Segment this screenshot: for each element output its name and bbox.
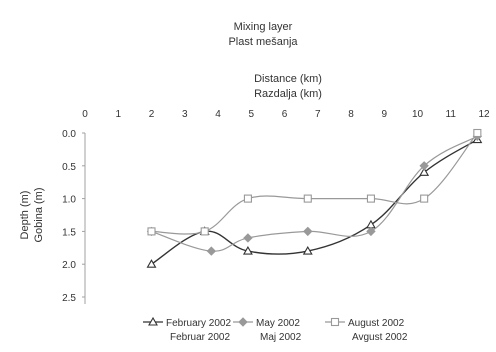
legend: February 2002 Februar 2002 May 2002 Maj 200… xyxy=(143,316,408,343)
chart-title-line-1: Mixing layer xyxy=(234,21,293,33)
x-tick-label: 1 xyxy=(115,109,121,120)
x-tick-label: 0 xyxy=(82,109,88,120)
data-point xyxy=(302,245,313,255)
x-tick-label: 2 xyxy=(149,109,155,120)
y-tick-label: 0.5 xyxy=(62,162,76,173)
legend-marker xyxy=(330,317,340,327)
series-layer xyxy=(146,128,483,268)
x-axis-label-line-2: Razdalja (km) xyxy=(254,88,322,100)
data-point xyxy=(206,246,217,256)
legend-item: May 2002 Maj 2002 xyxy=(233,317,302,343)
y-tick-label: 1.0 xyxy=(62,195,76,206)
chart-title: Mixing layer Plast mešanja xyxy=(228,21,298,48)
legend-item: February 2002 Februar 2002 xyxy=(143,316,231,343)
data-point xyxy=(242,245,253,255)
chart-title-line-2: Plast mešanja xyxy=(228,36,298,48)
x-tick-label: 9 xyxy=(381,109,387,120)
x-tick-label: 6 xyxy=(282,109,288,120)
data-point xyxy=(473,128,482,138)
y-axis-title: Depth (m) Gobina (m) xyxy=(19,187,45,242)
x-tick-label: 8 xyxy=(348,109,354,120)
data-point xyxy=(200,227,209,236)
x-tick-label: 10 xyxy=(412,109,424,120)
y-tick-label: 2.0 xyxy=(62,260,76,271)
y-tick-label: 0.0 xyxy=(62,129,76,140)
y-tick-label: 1.5 xyxy=(62,227,76,238)
x-tick-label: 12 xyxy=(478,109,490,120)
legend-marker xyxy=(238,317,248,327)
legend-marker xyxy=(148,316,158,326)
x-tick-label: 4 xyxy=(215,109,221,120)
legend-label: August 2002 xyxy=(348,318,405,329)
series-august xyxy=(147,128,482,236)
data-point xyxy=(420,194,429,203)
y-axis-label-line-1: Depth (m) xyxy=(19,191,31,240)
data-point xyxy=(243,233,253,243)
data-point xyxy=(303,194,312,203)
data-point xyxy=(366,226,376,237)
x-axis-label-line-1: Distance (km) xyxy=(254,73,322,85)
x-tick-label: 3 xyxy=(182,109,188,120)
legend-label-translation: Avgust 2002 xyxy=(352,332,408,343)
legend-label: February 2002 xyxy=(166,318,231,329)
x-axis-title: Distance (km) Razdalja (km) xyxy=(254,73,322,100)
y-tick-label: 2.5 xyxy=(62,293,76,304)
x-tick-label: 7 xyxy=(315,109,321,120)
y-tick-labels: 0.0 0.5 1.0 1.5 2.0 2.5 xyxy=(62,129,85,304)
data-point xyxy=(243,194,252,203)
x-tick-labels: 0 1 2 3 4 5 6 7 8 9 10 11 12 xyxy=(82,109,490,120)
data-point xyxy=(147,227,156,236)
legend-item: August 2002 Avgust 2002 xyxy=(325,317,408,343)
data-point xyxy=(303,226,313,237)
legend-label-translation: Maj 2002 xyxy=(260,332,302,343)
data-point xyxy=(366,194,376,203)
data-point xyxy=(419,167,430,176)
legend-label-translation: Februar 2002 xyxy=(170,332,230,343)
x-tick-label: 11 xyxy=(446,109,457,120)
data-point xyxy=(146,259,157,268)
legend-label: May 2002 xyxy=(256,318,300,329)
x-tick-label: 5 xyxy=(248,109,254,120)
y-axis-label-line-2: Gobina (m) xyxy=(33,187,45,242)
data-point xyxy=(419,161,429,171)
